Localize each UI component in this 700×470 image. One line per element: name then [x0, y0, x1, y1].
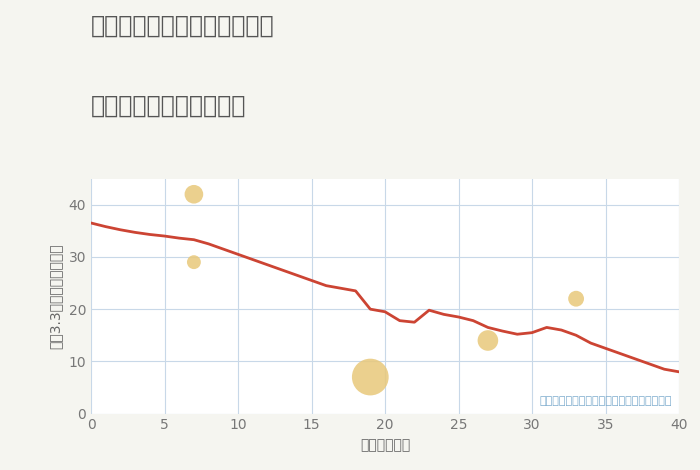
Text: 円の大きさは、取引のあった物件面積を示す: 円の大きさは、取引のあった物件面積を示す [539, 396, 672, 406]
Point [570, 295, 582, 303]
X-axis label: 築年数（年）: 築年数（年） [360, 438, 410, 452]
Point [482, 337, 493, 344]
Text: 築年数別中古戸建て価格: 築年数別中古戸建て価格 [91, 94, 246, 118]
Text: 兵庫県たつの市御津町中島の: 兵庫県たつの市御津町中島の [91, 14, 274, 38]
Point [188, 258, 199, 266]
Point [188, 190, 199, 198]
Point [365, 373, 376, 381]
Y-axis label: 坪（3.3㎡）単価（万円）: 坪（3.3㎡）単価（万円） [49, 243, 63, 349]
